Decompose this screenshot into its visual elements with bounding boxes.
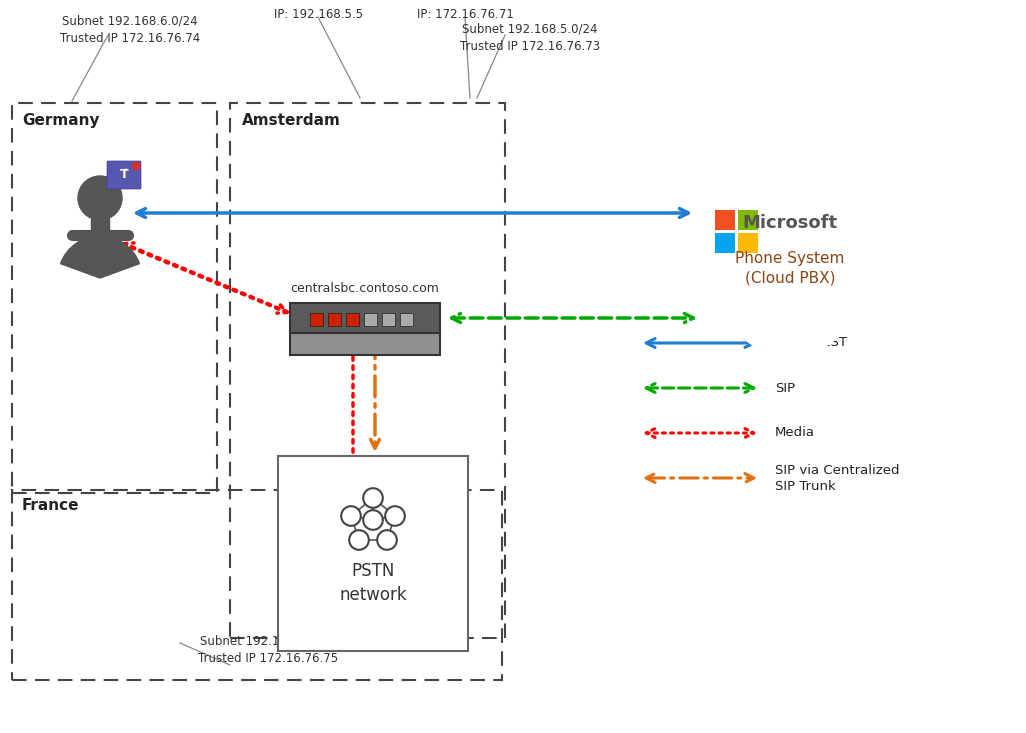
Circle shape (742, 195, 838, 291)
Text: (Cloud PBX): (Cloud PBX) (745, 270, 835, 285)
Bar (310, 313, 323, 326)
Circle shape (78, 176, 122, 220)
Text: PSTN
network: PSTN network (340, 561, 407, 605)
Text: Subnet 192.168.6.0/24
Trusted IP 172.16.76.74: Subnet 192.168.6.0/24 Trusted IP 172.16.… (60, 15, 200, 45)
Text: centralsbc.contoso.com: centralsbc.contoso.com (290, 282, 439, 295)
Bar (328, 313, 341, 326)
Circle shape (708, 221, 792, 305)
Text: Subnet 192.168.7.0/24
Trusted IP 172.16.76.75: Subnet 192.168.7.0/24 Trusted IP 172.16.… (198, 635, 338, 665)
Text: SIP via Centralized
SIP Trunk: SIP via Centralized SIP Trunk (775, 463, 900, 493)
Bar (278, 456, 468, 651)
Text: Germany: Germany (22, 113, 100, 128)
Circle shape (795, 218, 895, 318)
Circle shape (712, 210, 792, 290)
Circle shape (378, 530, 397, 550)
Bar (12, 490, 502, 680)
Text: Media: Media (775, 427, 815, 440)
Wedge shape (61, 236, 140, 278)
Circle shape (349, 530, 368, 550)
Text: Phone System: Phone System (736, 251, 844, 265)
Text: France: France (22, 498, 79, 513)
Bar (12, 103, 218, 493)
Text: IP: 172.16.76.71: IP: 172.16.76.71 (417, 8, 513, 21)
FancyBboxPatch shape (290, 333, 440, 355)
Circle shape (363, 488, 383, 508)
Circle shape (788, 221, 872, 305)
Text: Amsterdam: Amsterdam (242, 113, 341, 128)
Circle shape (342, 507, 361, 526)
Circle shape (685, 218, 785, 318)
Bar (382, 313, 395, 326)
Bar (346, 313, 359, 326)
Circle shape (788, 210, 868, 290)
Circle shape (385, 507, 405, 526)
Circle shape (132, 162, 140, 170)
Circle shape (363, 510, 383, 530)
Text: SIP: SIP (775, 381, 795, 394)
Bar (715, 210, 735, 230)
Bar (715, 233, 735, 253)
FancyBboxPatch shape (107, 161, 141, 189)
Text: T⃗: T⃗ (120, 169, 128, 182)
Bar (738, 210, 758, 230)
Bar (738, 233, 758, 253)
Circle shape (708, 221, 792, 305)
Text: Microsoft: Microsoft (743, 214, 837, 232)
FancyBboxPatch shape (290, 303, 440, 333)
Bar (364, 313, 377, 326)
Circle shape (722, 220, 858, 356)
Circle shape (722, 220, 858, 356)
Text: IP: 192.168.5.5: IP: 192.168.5.5 (274, 8, 362, 21)
Text: HTTP REST: HTTP REST (775, 336, 847, 350)
Bar (400, 313, 413, 326)
Circle shape (715, 218, 865, 368)
Bar (230, 103, 505, 638)
Circle shape (788, 221, 872, 305)
Text: Subnet 192.168.5.0/24
Trusted IP 172.16.76.73: Subnet 192.168.5.0/24 Trusted IP 172.16.… (460, 23, 600, 53)
